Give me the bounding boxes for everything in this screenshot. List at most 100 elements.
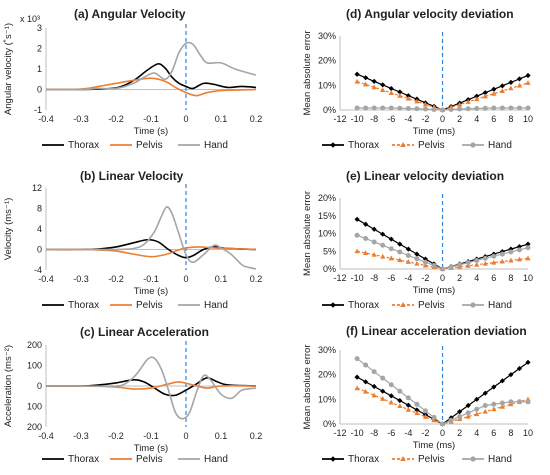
data-point-hand <box>422 259 428 265</box>
data-point-pelvis <box>474 411 480 417</box>
y-tick-label: -1 <box>34 105 42 115</box>
data-point-pelvis <box>414 260 420 266</box>
x-tick-label: 0.1 <box>215 431 228 441</box>
chart-panel-a: (a) Angular Velocity x 10³ -1 0 1 2 3 -0.4 -0.3 -… <box>3 7 262 151</box>
y-axis-label: Mean absolute error <box>302 344 313 429</box>
data-point-pelvis <box>482 93 488 99</box>
data-point-thorax <box>414 251 420 257</box>
data-point-pelvis <box>431 417 437 423</box>
data-point-hand <box>525 105 531 111</box>
x-tick-label: -8 <box>370 428 378 438</box>
data-point-pelvis <box>491 90 497 96</box>
legend-marker-hand <box>470 456 476 462</box>
x-tick-label: -0.4 <box>38 431 54 441</box>
data-point-pelvis <box>525 80 531 85</box>
data-point-pelvis <box>422 262 429 268</box>
legend-label-pelvis: Pelvis <box>136 140 163 151</box>
x-tick-label: 6 <box>491 273 496 283</box>
y-tick-label: 200 <box>27 422 42 432</box>
data-point-hand <box>448 264 454 270</box>
data-point-hand <box>448 417 454 423</box>
x-tick-label: -0.1 <box>143 114 159 124</box>
data-point-pelvis <box>422 101 429 107</box>
y-tick-label: 10% <box>318 394 336 404</box>
data-point-pelvis <box>499 88 505 94</box>
y-axis-label: Mean absolute error <box>302 30 313 115</box>
y-axis-label: Acceleration (ms⁻²) <box>3 345 14 427</box>
data-point-thorax <box>397 89 403 95</box>
data-point-pelvis <box>397 257 403 263</box>
data-point-hand <box>525 245 531 251</box>
data-point-hand <box>388 105 394 111</box>
x-tick-label: -12 <box>333 114 346 124</box>
legend-label-pelvis: Pelvis <box>136 300 163 311</box>
data-point-hand <box>397 249 403 255</box>
data-point-hand <box>525 399 531 405</box>
data-point-thorax <box>465 402 471 409</box>
y-tick-label: 0 <box>37 85 42 95</box>
legend-marker-hand <box>470 142 476 148</box>
y-tick-label: 2 <box>37 44 42 54</box>
data-point-thorax <box>516 365 523 372</box>
y-tick-label: 4 <box>37 224 42 234</box>
x-tick-label: 2 <box>457 114 462 124</box>
data-point-hand <box>474 257 480 263</box>
x-tick-label: -10 <box>351 428 364 438</box>
y-tick-label: 8 <box>37 204 42 214</box>
y-axis-label: Mean absolute error <box>302 191 313 276</box>
x-tick-label: -6 <box>387 428 395 438</box>
data-point-pelvis <box>354 78 360 84</box>
data-point-pelvis <box>474 96 480 102</box>
data-point-pelvis <box>482 260 488 266</box>
data-point-hand <box>457 414 463 420</box>
data-point-pelvis <box>380 396 386 401</box>
x-tick-label: 0 <box>183 114 188 124</box>
x-tick-label: 8 <box>508 428 513 438</box>
data-point-thorax <box>405 402 411 408</box>
data-point-pelvis <box>388 90 394 95</box>
y-tick-label: 20% <box>318 370 336 380</box>
data-point-pelvis <box>525 255 531 261</box>
legend-label-thorax: Thorax <box>348 300 379 311</box>
panel-title: (a) Angular Velocity <box>74 7 186 21</box>
chart-panel-f: (f) Linear acceleration deviation0%10%20… <box>302 324 533 465</box>
data-point-hand <box>491 401 497 407</box>
legend-label-hand: Hand <box>204 300 228 311</box>
data-point-pelvis <box>354 248 360 254</box>
data-point-thorax <box>508 372 514 378</box>
data-point-hand <box>354 105 360 111</box>
x-tick-label: 0 <box>440 428 445 438</box>
data-point-thorax <box>388 85 394 92</box>
data-point-pelvis <box>397 403 403 408</box>
x-tick-label: -2 <box>421 114 429 124</box>
legend-label-hand: Hand <box>204 454 228 465</box>
x-tick-label: 2 <box>457 428 462 438</box>
data-point-hand <box>414 401 420 407</box>
legend-label-hand: Hand <box>488 140 512 151</box>
y-tick-label: 1 <box>37 64 42 74</box>
data-point-pelvis <box>508 85 514 91</box>
data-point-thorax <box>525 241 531 247</box>
data-point-pelvis <box>414 98 420 104</box>
chart-panel-c: (c) Linear Acceleration2001000100200-0.4… <box>3 325 262 465</box>
data-point-hand <box>499 251 505 257</box>
panel-title: (e) Linear velocity deviation <box>346 169 504 183</box>
y-tick-label: 0% <box>323 419 336 429</box>
data-point-pelvis <box>363 250 369 256</box>
data-point-thorax <box>397 241 403 247</box>
data-point-hand <box>499 105 505 111</box>
legend-label-pelvis: Pelvis <box>136 454 163 465</box>
data-point-hand <box>508 249 514 255</box>
chart-panel-d: (d) Angular velocity deviation 0% 10% 20% 30… <box>302 7 533 151</box>
data-point-hand <box>363 362 369 368</box>
data-point-thorax <box>363 379 369 385</box>
data-point-hand <box>380 375 386 381</box>
legend-marker-pelvis <box>400 302 406 307</box>
data-point-hand <box>465 260 471 266</box>
data-point-pelvis <box>516 82 523 88</box>
data-point-hand <box>482 105 488 111</box>
y-tick-label: 10% <box>318 229 336 239</box>
x-tick-label: 0 <box>183 274 188 284</box>
x-tick-label: -4 <box>404 114 412 124</box>
x-tick-label: -10 <box>351 273 364 283</box>
